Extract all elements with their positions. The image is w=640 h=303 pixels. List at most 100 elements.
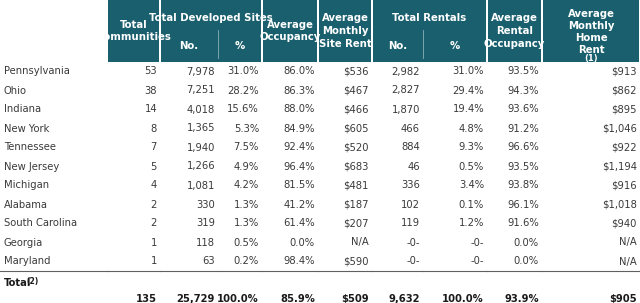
Text: $1,046: $1,046: [602, 124, 637, 134]
Text: 14: 14: [145, 105, 157, 115]
Text: 28.2%: 28.2%: [227, 85, 259, 95]
Text: $905: $905: [609, 295, 637, 303]
Text: New York: New York: [4, 124, 49, 134]
Text: 1: 1: [150, 238, 157, 248]
Text: 93.5%: 93.5%: [508, 66, 539, 76]
Text: 29.4%: 29.4%: [452, 85, 484, 95]
Text: 4.8%: 4.8%: [459, 124, 484, 134]
Text: -0-: -0-: [470, 257, 484, 267]
Text: 96.4%: 96.4%: [284, 161, 315, 171]
Text: 94.3%: 94.3%: [508, 85, 539, 95]
Text: Tennessee: Tennessee: [4, 142, 56, 152]
Text: $895: $895: [611, 105, 637, 115]
Text: $520: $520: [344, 142, 369, 152]
Text: 8: 8: [151, 124, 157, 134]
Text: 4.2%: 4.2%: [234, 181, 259, 191]
Text: 86.0%: 86.0%: [284, 66, 315, 76]
Text: 5.3%: 5.3%: [234, 124, 259, 134]
Text: 85.9%: 85.9%: [280, 295, 315, 303]
Text: Alabama: Alabama: [4, 199, 48, 209]
Text: $1,194: $1,194: [602, 161, 637, 171]
Text: %: %: [450, 41, 460, 51]
Text: 1.3%: 1.3%: [234, 199, 259, 209]
Text: 330: 330: [196, 199, 215, 209]
Text: 2: 2: [150, 218, 157, 228]
Text: (2): (2): [26, 277, 38, 286]
Text: $913: $913: [611, 66, 637, 76]
Text: -0-: -0-: [406, 257, 420, 267]
Text: 38: 38: [145, 85, 157, 95]
Text: $481: $481: [344, 181, 369, 191]
Bar: [373, 0, 486, 62]
Text: 0.1%: 0.1%: [459, 199, 484, 209]
Text: 93.9%: 93.9%: [504, 295, 539, 303]
Text: %: %: [235, 41, 245, 51]
Text: 0.0%: 0.0%: [514, 238, 539, 248]
Text: $862: $862: [611, 85, 637, 95]
Text: 336: 336: [401, 181, 420, 191]
Text: Average
Rental
Occupancy: Average Rental Occupancy: [484, 13, 545, 49]
Text: $207: $207: [344, 218, 369, 228]
Text: 4: 4: [151, 181, 157, 191]
Text: $509: $509: [341, 295, 369, 303]
Text: 98.4%: 98.4%: [284, 257, 315, 267]
Text: Total Rentals: Total Rentals: [392, 13, 467, 23]
Text: 0.0%: 0.0%: [514, 257, 539, 267]
Text: 100.0%: 100.0%: [442, 295, 484, 303]
Text: 0.2%: 0.2%: [234, 257, 259, 267]
Text: Monthly: Monthly: [568, 21, 614, 31]
Text: 1.2%: 1.2%: [459, 218, 484, 228]
Text: 0.5%: 0.5%: [234, 238, 259, 248]
Text: $1,018: $1,018: [602, 199, 637, 209]
Text: Average
Monthly
Site Rent: Average Monthly Site Rent: [319, 13, 371, 49]
Text: $922: $922: [611, 142, 637, 152]
Text: $536: $536: [344, 66, 369, 76]
Text: 92.4%: 92.4%: [284, 142, 315, 152]
Bar: [543, 0, 639, 62]
Text: 1,081: 1,081: [187, 181, 215, 191]
Bar: [263, 0, 317, 62]
Text: Michigan: Michigan: [4, 181, 49, 191]
Text: $683: $683: [344, 161, 369, 171]
Text: 3.4%: 3.4%: [459, 181, 484, 191]
Text: Maryland: Maryland: [4, 257, 51, 267]
Text: 118: 118: [196, 238, 215, 248]
Text: $940: $940: [612, 218, 637, 228]
Text: 63: 63: [202, 257, 215, 267]
Text: 100.0%: 100.0%: [217, 295, 259, 303]
Text: 7,251: 7,251: [186, 85, 215, 95]
Text: No.: No.: [179, 41, 198, 51]
Text: 0.0%: 0.0%: [290, 238, 315, 248]
Text: 4.9%: 4.9%: [234, 161, 259, 171]
Text: 91.6%: 91.6%: [508, 218, 539, 228]
Text: 31.0%: 31.0%: [227, 66, 259, 76]
Text: 7: 7: [150, 142, 157, 152]
Text: N/A: N/A: [620, 238, 637, 248]
Text: Total: Total: [4, 278, 31, 288]
Text: 41.2%: 41.2%: [284, 199, 315, 209]
Text: 102: 102: [401, 199, 420, 209]
Text: 5: 5: [150, 161, 157, 171]
Text: $467: $467: [344, 85, 369, 95]
Text: $590: $590: [344, 257, 369, 267]
Text: 96.1%: 96.1%: [508, 199, 539, 209]
Text: New Jersey: New Jersey: [4, 161, 60, 171]
Text: $466: $466: [344, 105, 369, 115]
Text: 25,729: 25,729: [177, 295, 215, 303]
Text: $187: $187: [344, 199, 369, 209]
Text: $605: $605: [344, 124, 369, 134]
Text: 2,827: 2,827: [392, 85, 420, 95]
Text: 81.5%: 81.5%: [284, 181, 315, 191]
Text: Average
Occupancy: Average Occupancy: [259, 20, 321, 42]
Text: 466: 466: [401, 124, 420, 134]
Text: 9.3%: 9.3%: [459, 142, 484, 152]
Text: 93.6%: 93.6%: [508, 105, 539, 115]
Text: Ohio: Ohio: [4, 85, 27, 95]
Text: 0.5%: 0.5%: [459, 161, 484, 171]
Text: 7.5%: 7.5%: [234, 142, 259, 152]
Bar: [108, 0, 159, 62]
Text: 88.0%: 88.0%: [284, 105, 315, 115]
Text: Rent: Rent: [578, 45, 604, 55]
Text: 1.3%: 1.3%: [234, 218, 259, 228]
Text: 1,365: 1,365: [186, 124, 215, 134]
